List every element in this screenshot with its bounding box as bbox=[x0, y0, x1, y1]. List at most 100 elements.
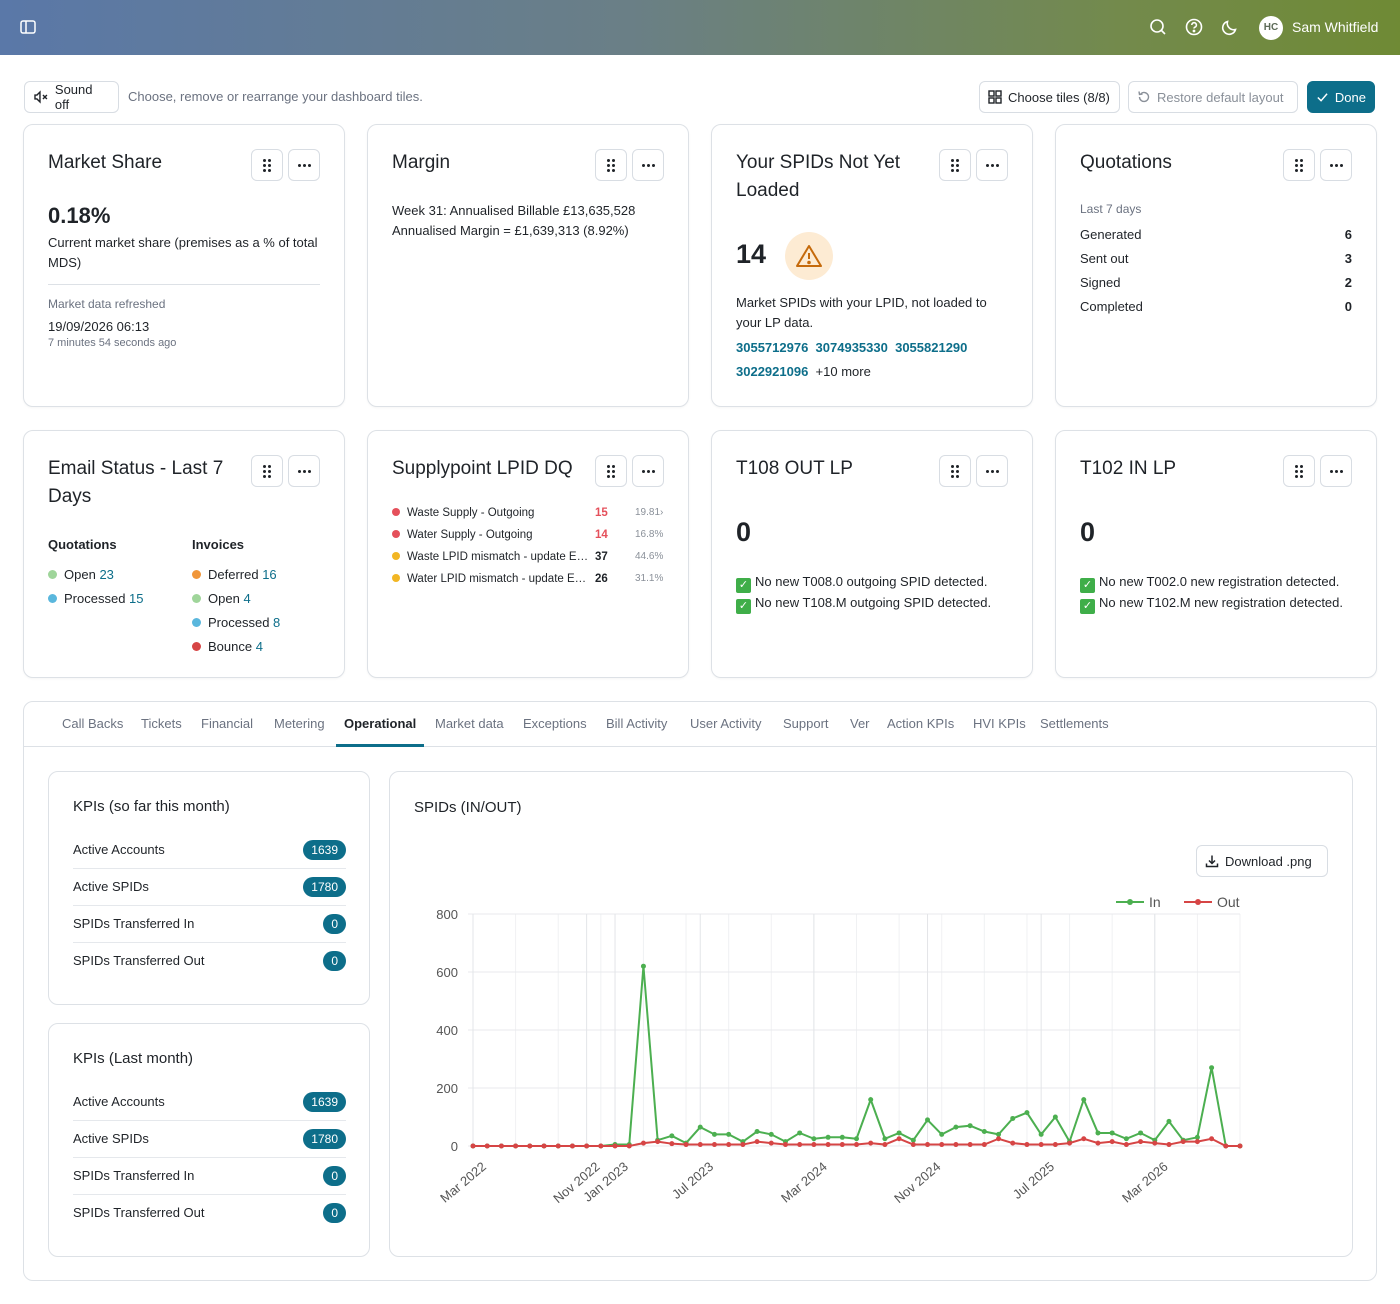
data-point-out bbox=[527, 1143, 533, 1149]
market-share-value: 0.18% bbox=[48, 203, 111, 228]
data-point-in bbox=[1052, 1114, 1058, 1120]
tab-action-kpis[interactable]: Action KPIs bbox=[887, 716, 955, 731]
sidebar-toggle-icon[interactable] bbox=[19, 18, 37, 36]
tab-user-activity[interactable]: User Activity bbox=[690, 716, 762, 731]
card-title: KPIs (so far this month) bbox=[73, 798, 230, 815]
drag-handle-button[interactable] bbox=[939, 455, 971, 487]
x-tick-label: Mar 2022 bbox=[437, 1159, 489, 1206]
tile-title: Supplypoint LPID DQ bbox=[392, 458, 573, 479]
dq-row[interactable]: Water Supply - Outgoing 14 16.8% bbox=[392, 529, 666, 551]
status-count[interactable]: 8 bbox=[273, 615, 281, 630]
data-point-out bbox=[981, 1142, 987, 1148]
more-options-button[interactable] bbox=[1320, 149, 1352, 181]
more-options-button[interactable] bbox=[632, 149, 664, 181]
drag-handle-icon bbox=[607, 464, 615, 478]
quotation-value: 3 bbox=[1344, 251, 1352, 266]
status-count[interactable]: 4 bbox=[243, 591, 251, 606]
choose-tiles-button[interactable]: Choose tiles (8/8) bbox=[979, 81, 1120, 113]
tab-metering[interactable]: Metering bbox=[274, 716, 325, 731]
drag-handle-button[interactable] bbox=[251, 455, 283, 487]
tab-market-data[interactable]: Market data bbox=[435, 716, 504, 731]
kpi-badge: 1780 bbox=[303, 877, 346, 897]
tab-tickets[interactable]: Tickets bbox=[141, 716, 182, 731]
tile-spids-not-loaded: Your SPIDs Not Yet Loaded 14 Market SPID… bbox=[711, 124, 1033, 407]
data-point-out bbox=[484, 1143, 490, 1149]
kpi-label: Active SPIDs bbox=[73, 1131, 149, 1146]
drag-handle-button[interactable] bbox=[595, 455, 627, 487]
tab-bill-activity[interactable]: Bill Activity bbox=[606, 716, 668, 731]
download-png-button[interactable]: Download .png bbox=[1196, 845, 1328, 877]
data-point-out bbox=[513, 1143, 519, 1149]
status-label: Bounce bbox=[208, 639, 253, 654]
more-options-button[interactable] bbox=[288, 149, 320, 181]
quotation-label: Signed bbox=[1080, 275, 1121, 290]
tab-exceptions[interactable]: Exceptions bbox=[523, 716, 587, 731]
tile-title: Your SPIDs Not Yet Loaded bbox=[736, 152, 901, 201]
data-point-out bbox=[711, 1142, 717, 1148]
drag-handle-button[interactable] bbox=[1283, 149, 1315, 181]
user-name[interactable]: Sam Whitfield bbox=[1292, 19, 1379, 35]
email-status-item: Processed 8 bbox=[192, 611, 280, 635]
sound-toggle-button[interactable]: Sound off bbox=[24, 81, 119, 113]
spid-link[interactable]: 3055821290 bbox=[895, 340, 968, 355]
tab-operational[interactable]: Operational bbox=[344, 716, 417, 731]
status-label: Deferred bbox=[208, 567, 259, 582]
tile-supplypoint-lpid-dq: Supplypoint LPID DQ Waste Supply - Outgo… bbox=[367, 430, 689, 678]
tab-financial[interactable]: Financial bbox=[201, 716, 254, 731]
more-options-button[interactable] bbox=[1320, 455, 1352, 487]
status-count[interactable]: 15 bbox=[129, 591, 144, 606]
ellipsis-icon bbox=[1329, 163, 1343, 167]
dq-row[interactable]: Waste LPID mismatch - update E… 37 44.6% bbox=[392, 551, 666, 573]
more-options-button[interactable] bbox=[976, 149, 1008, 181]
drag-handle-button[interactable] bbox=[595, 149, 627, 181]
done-button[interactable]: Done bbox=[1307, 81, 1375, 113]
help-icon[interactable] bbox=[1184, 17, 1204, 37]
status-count[interactable]: 16 bbox=[262, 567, 277, 582]
tab-ver[interactable]: Ver bbox=[850, 716, 870, 731]
kpi-label: SPIDs Transferred Out bbox=[73, 953, 205, 968]
drag-handle-button[interactable] bbox=[251, 149, 283, 181]
status-text: No new T002.0 new registration detected. bbox=[1099, 574, 1340, 589]
spid-link[interactable]: 3074935330 bbox=[815, 340, 888, 355]
quotation-label: Generated bbox=[1080, 227, 1142, 242]
tile-market-share: Market Share 0.18% Current market share … bbox=[23, 124, 345, 407]
more-options-button[interactable] bbox=[976, 455, 1008, 487]
more-options-button[interactable] bbox=[632, 455, 664, 487]
data-point-in bbox=[797, 1130, 803, 1136]
restore-default-layout-button[interactable]: Restore default layout bbox=[1128, 81, 1298, 113]
check-icon bbox=[1317, 93, 1328, 102]
grid-icon bbox=[988, 90, 1002, 104]
dark-mode-icon[interactable] bbox=[1220, 17, 1240, 37]
data-point-out bbox=[1010, 1140, 1016, 1146]
more-options-button[interactable] bbox=[288, 455, 320, 487]
tab-call-backs[interactable]: Call Backs bbox=[62, 716, 124, 731]
tab-settlements[interactable]: Settlements bbox=[1040, 716, 1109, 731]
tab-hvi-kpis[interactable]: HVI KPIs bbox=[973, 716, 1026, 731]
data-point-in bbox=[1024, 1110, 1030, 1116]
spid-link[interactable]: 3055712976 bbox=[736, 340, 809, 355]
more-spids[interactable]: +10 more bbox=[815, 364, 871, 379]
data-point-out bbox=[825, 1142, 831, 1148]
quotation-row: Signed 2 bbox=[1080, 275, 1352, 299]
spid-link[interactable]: 3022921096 bbox=[736, 364, 809, 379]
status-count[interactable]: 23 bbox=[99, 567, 114, 582]
data-point-out bbox=[1081, 1136, 1087, 1142]
data-point-in bbox=[1010, 1115, 1016, 1121]
search-icon[interactable] bbox=[1148, 17, 1168, 37]
data-point-out bbox=[669, 1141, 675, 1147]
dq-row[interactable]: Water LPID mismatch - update E… 26 31.1% bbox=[392, 573, 666, 595]
t102-value: 0 bbox=[1080, 517, 1096, 547]
avatar[interactable]: HC bbox=[1259, 16, 1283, 40]
dq-label: Water LPID mismatch - update E… bbox=[407, 573, 587, 585]
dq-row[interactable]: Waste Supply - Outgoing 15 19.81› bbox=[392, 507, 666, 529]
data-point-out bbox=[953, 1142, 959, 1148]
not-loaded-count: 14 bbox=[736, 239, 767, 269]
tile-t108-out-lp: T108 OUT LP 0 ✓ No new T008.0 outgoing SP… bbox=[711, 430, 1033, 678]
tab-support[interactable]: Support bbox=[783, 716, 829, 731]
kpi-label: Active SPIDs bbox=[73, 879, 149, 894]
data-point-out bbox=[569, 1143, 575, 1149]
drag-handle-button[interactable] bbox=[1283, 455, 1315, 487]
drag-handle-button[interactable] bbox=[939, 149, 971, 181]
status-count[interactable]: 4 bbox=[255, 639, 263, 654]
data-point-in bbox=[825, 1134, 831, 1140]
